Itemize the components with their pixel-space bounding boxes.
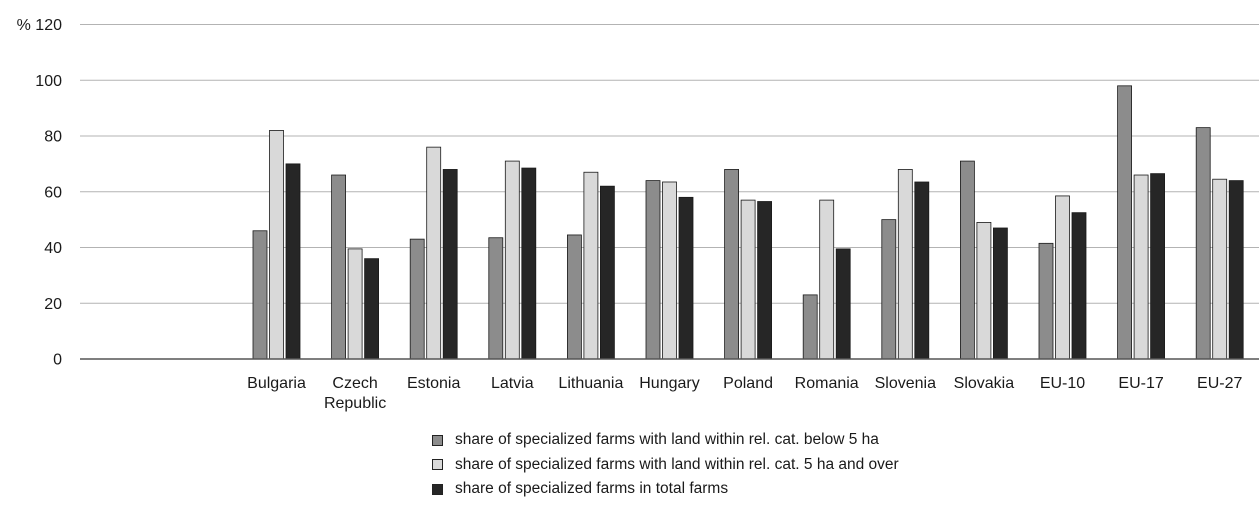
bar-slovenia-s2 [897,169,913,360]
legend-swatch-below-5ha [432,434,443,446]
bar-eu-10-s1 [1038,242,1054,360]
bar-estonia-s1 [409,238,425,360]
bar-slovakia-s2 [976,222,992,360]
bar-lithuania-s3 [600,185,615,360]
y-tick-label: 20 [44,296,62,313]
bar-slovakia-s3 [993,227,1008,360]
bar-bulgaria-s1 [252,230,268,360]
bar-lithuania-s2 [583,171,599,360]
bar-hungary-s1 [645,180,661,360]
bar-slovakia-s1 [960,160,975,360]
y-tick-label: 60 [44,184,62,201]
x-tick-label: EU-17 [1118,375,1163,392]
bar-bulgaria-s2 [269,130,284,360]
y-tick-label: % 120 [17,17,62,34]
x-tick-label: Latvia [491,375,534,392]
legend-swatch-total-farms [432,483,443,495]
x-tick-label: Lithuania [558,375,623,392]
x-tick-label: EU-10 [1040,375,1085,392]
bar-eu-10-s2 [1055,195,1070,360]
legend-swatch-5ha-and-over [432,459,443,471]
x-tick-label: EU-27 [1197,375,1242,392]
bars [252,85,1244,360]
legend-item-5ha-and-over: share of specialized farms with land wit… [432,453,899,478]
x-tick-label: Slovenia [875,375,936,392]
y-tick-label: 80 [44,129,62,146]
legend-label-5ha-and-over: share of specialized farms with land wit… [455,455,899,473]
x-tick-label: Poland [723,375,773,392]
x-tick-label: Estonia [407,375,460,392]
bar-latvia-s1 [488,237,504,360]
bar-romania-s1 [802,294,818,360]
bar-bulgaria-s3 [285,163,301,360]
bar-eu-10-s3 [1071,212,1087,360]
bar-romania-s3 [835,248,851,360]
bar-slovenia-s3 [914,181,930,360]
bar-poland-s2 [740,199,756,360]
bar-poland-s1 [724,169,739,360]
legend-item-below-5ha: share of specialized farms with land wit… [432,428,899,453]
bar-lithuania-s1 [567,234,582,360]
bar-eu-27-s3 [1228,180,1244,360]
bar-estonia-s3 [442,169,458,360]
bar-eu-17-s1 [1117,85,1132,360]
bar-latvia-s3 [521,167,537,360]
y-tick-label: 40 [44,240,62,257]
bar-hungary-s2 [662,181,677,360]
bar-czech-republic-s3 [364,258,380,360]
bar-hungary-s3 [678,196,694,360]
y-tick-labels: 0 20 40 60 80 100 % 120 [17,17,62,369]
bar-eu-27-s1 [1195,127,1211,360]
bar-latvia-s2 [504,160,520,360]
bar-estonia-s2 [426,146,442,360]
bar-eu-27-s2 [1212,178,1228,360]
x-tick-label: Hungary [639,375,699,392]
bar-romania-s2 [819,199,835,360]
legend-label-total-farms: share of specialized farms in total farm… [455,480,729,498]
x-tick-label: Czech [332,375,377,392]
legend-item-total-farms: share of specialized farms in total farm… [432,477,899,502]
bar-slovenia-s1 [881,219,897,360]
bar-eu-17-s2 [1133,174,1149,360]
legend: share of specialized farms with land wit… [432,428,899,502]
legend-label-below-5ha: share of specialized farms with land wit… [455,431,879,449]
y-tick-label: 0 [53,352,62,369]
x-tick-label: Bulgaria [247,375,306,392]
bar-poland-s3 [757,201,772,360]
x-tick-label: Romania [795,375,859,392]
x-tick-labels: Bulgaria Czech Republic Estonia Latvia Lithua… [247,375,1242,412]
bar-chart: 0 20 40 60 80 100 % 120 Bulgaria Czech Republic E… [17,17,1259,412]
bar-eu-17-s3 [1150,173,1165,360]
x-tick-label: Slovakia [954,375,1015,392]
bar-czech-republic-s2 [347,248,363,360]
x-tick-label: Republic [324,395,386,412]
y-tick-label: 100 [35,73,62,90]
bar-czech-republic-s1 [331,174,347,360]
